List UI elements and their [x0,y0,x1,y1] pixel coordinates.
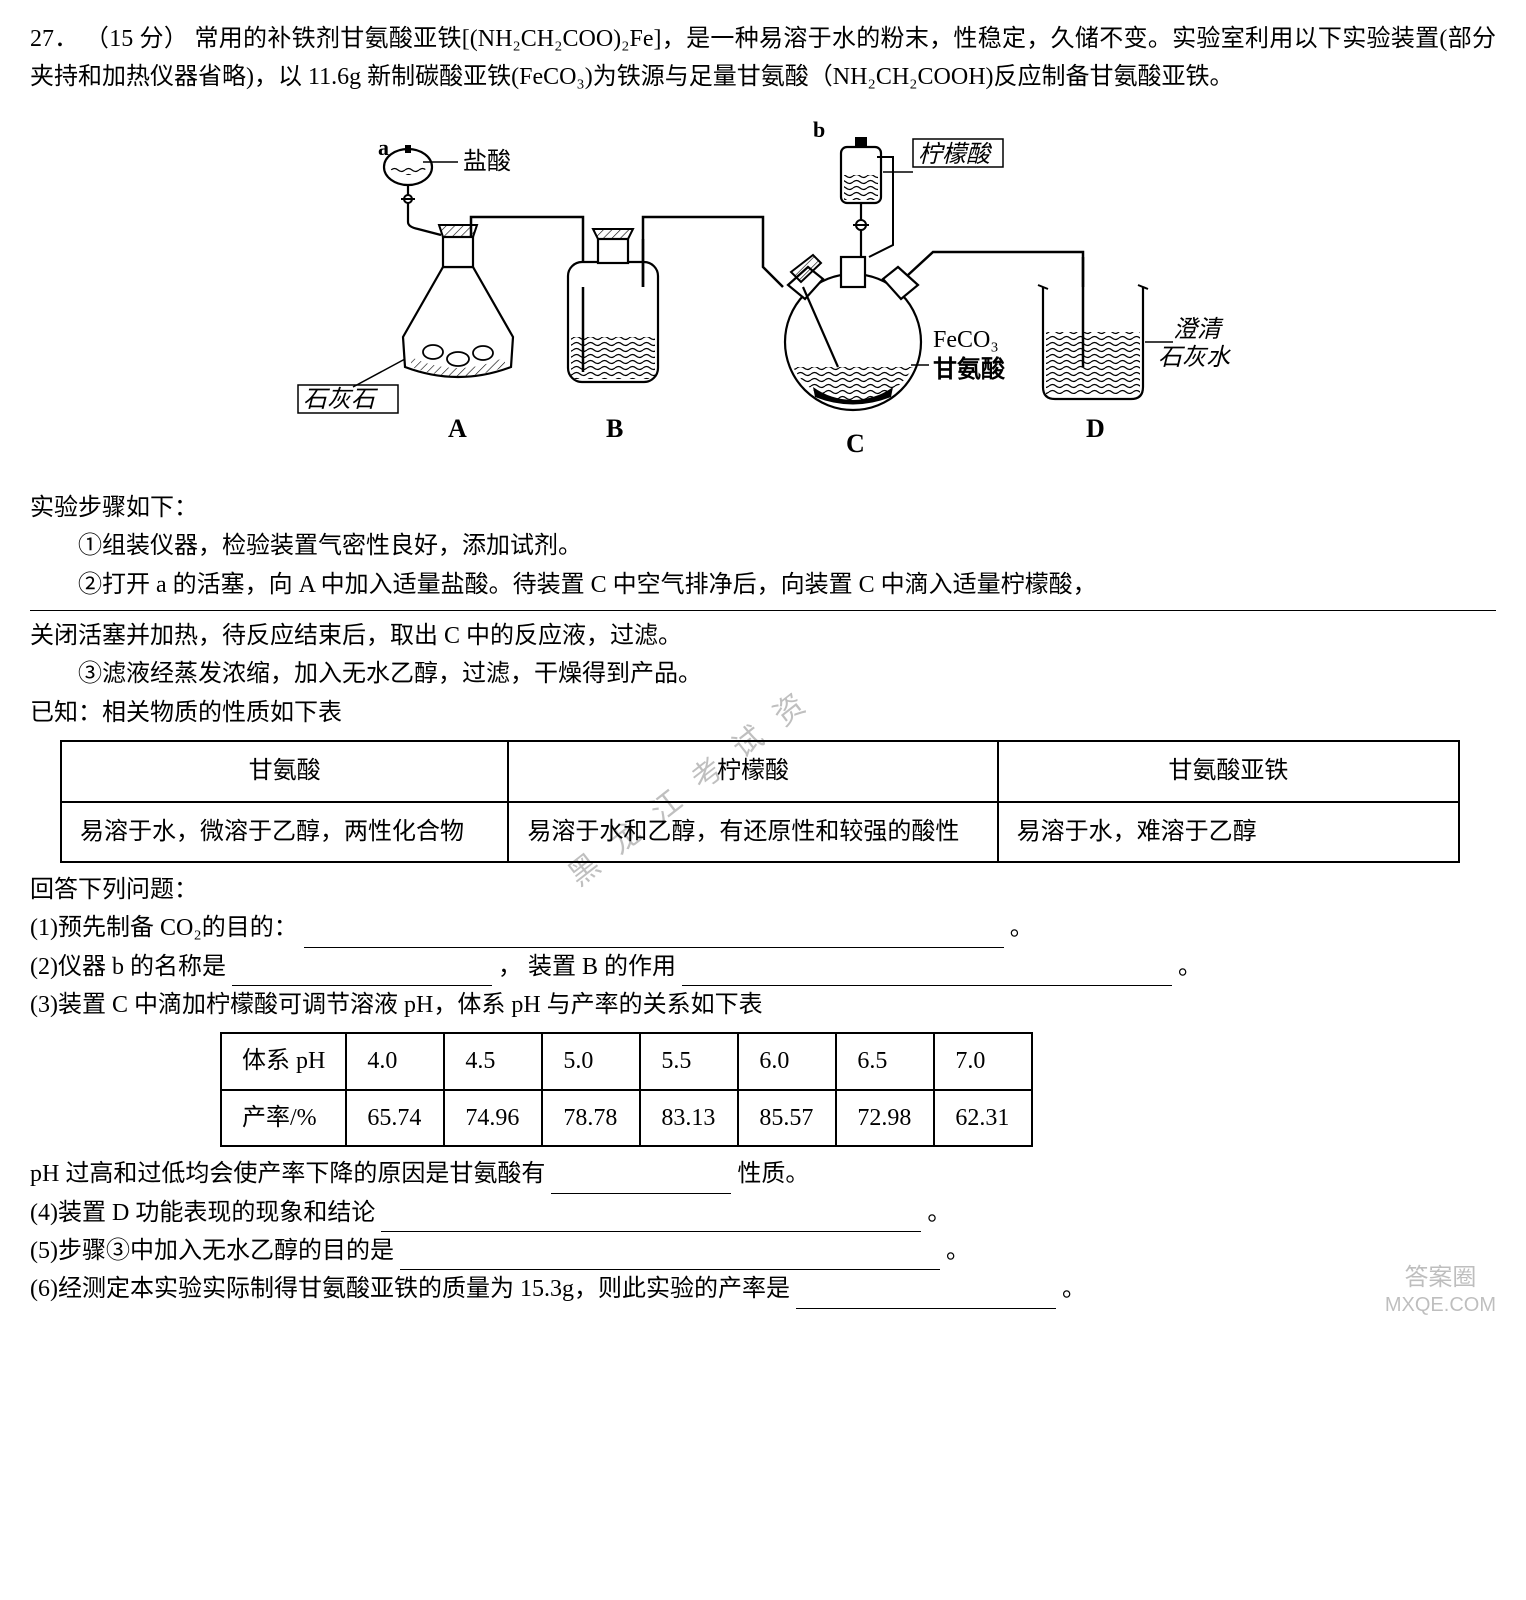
ph-r0: 产率/% [221,1090,346,1146]
q2b-text: ， 装置 B 的作用 [498,954,676,980]
ph-r1: 65.74 [346,1090,444,1146]
period: 。 [927,1200,951,1226]
q3-tail-b: 性质。 [737,1161,809,1187]
steps-title: 实验步骤如下： [30,489,1496,527]
q5-text: (5)步骤③中加入无水乙醇的目的是 [30,1238,394,1264]
q2: (2)仪器 b 的名称是 ， 装置 B 的作用 。 [30,948,1496,986]
ph-h0: 体系 pH [221,1033,346,1089]
q1: (1)预先制备 CO₂的目的： 。 [30,909,1496,947]
label-citric: 柠檬酸 [918,141,993,168]
qnum: 27． [30,26,79,52]
label-A-letter: A [448,414,467,443]
ph-r7: 62.31 [934,1090,1032,1146]
q4-text: (4)装置 D 功能表现的现象和结论 [30,1200,375,1226]
properties-table: 甘氨酸 柠檬酸 甘氨酸亚铁 易溶于水，微溶于乙醇，两性化合物 易溶于水和乙醇，有… [60,740,1460,863]
q3-tail-a: pH 过高和过低均会使产率下降的原因是甘氨酸有 [30,1161,545,1187]
q4: (4)装置 D 功能表现的现象和结论 。 [30,1194,1496,1232]
label-feco3: FeCO₃ [933,327,999,353]
label-B-letter: B [606,414,623,443]
label-a: a [378,135,389,160]
ph-h4: 5.5 [640,1033,738,1089]
label-limewater2: 石灰水 [1158,344,1231,371]
q2-blank2[interactable] [682,957,1172,986]
step-2b: 关闭活塞并加热，待反应结束后，取出 C 中的反应液，过滤。 [30,617,1496,655]
ph-h5: 6.0 [738,1033,836,1089]
td-glycine: 易溶于水，微溶于乙醇，两性化合物 [61,802,508,862]
apparatus-d: 澄清 石灰水 D [1038,257,1231,443]
th-glycine: 甘氨酸 [61,741,508,801]
ph-r4: 83.13 [640,1090,738,1146]
q4-blank[interactable] [381,1203,921,1232]
apparatus-b: B [568,217,783,443]
intro-text: 常用的补铁剂甘氨酸亚铁[(NH₂CH₂COO)₂Fe]，是一种易溶于水的粉末，性… [30,26,1496,90]
period: 。 [1178,954,1202,980]
ph-h1: 4.0 [346,1033,444,1089]
label-limewater1: 澄清 [1173,316,1224,343]
question-intro: 27． （15 分） 常用的补铁剂甘氨酸亚铁[(NH₂CH₂COO)₂Fe]，是… [30,20,1496,97]
label-glycine: 甘氨酸 [933,356,1006,383]
apparatus-a: a 盐酸 石灰石 A [298,135,583,443]
step-1: ①组装仪器，检验装置气密性良好，添加试剂。 [30,527,1496,565]
table-row: 体系 pH 4.0 4.5 5.0 5.5 6.0 6.5 7.0 [221,1033,1032,1089]
ph-r6: 72.98 [836,1090,934,1146]
apparatus-c: b 柠檬酸 FeCO₃ 甘氨酸 C [785,117,1083,458]
table-row: 产率/% 65.74 74.96 78.78 83.13 85.57 72.98… [221,1090,1032,1146]
q1-text: (1)预先制备 CO₂的目的： [30,915,298,941]
step-3: ③滤液经蒸发浓缩，加入无水乙醇，过滤，干燥得到产品。 [30,655,1496,693]
wm-bottom: MXQE.COM [1385,1293,1496,1317]
q5-blank[interactable] [400,1242,940,1271]
td-citric: 易溶于水和乙醇，有还原性和较强的酸性 [508,802,997,862]
apparatus-diagram: a 盐酸 石灰石 A B [30,107,1496,477]
q2a-text: (2)仪器 b 的名称是 [30,954,226,980]
label-hcl: 盐酸 [463,148,511,175]
ph-r5: 85.57 [738,1090,836,1146]
period: 。 [1062,1276,1086,1302]
label-limestone: 石灰石 [303,386,379,413]
table-row: 甘氨酸 柠檬酸 甘氨酸亚铁 [61,741,1459,801]
answer-title: 回答下列问题： [30,871,1496,909]
step-2a: ②打开 a 的活塞，向 A 中加入适量盐酸。待装置 C 中空气排净后，向装置 C… [30,566,1496,604]
ph-h6: 6.5 [836,1033,934,1089]
q6-text: (6)经测定本实验实际制得甘氨酸亚铁的质量为 15.3g，则此实验的产率是 [30,1276,790,1302]
td-product: 易溶于水，难溶于乙醇 [998,802,1459,862]
ph-h7: 7.0 [934,1033,1032,1089]
score: （15 分） [85,26,188,52]
q6-blank[interactable] [796,1280,1056,1309]
q2-blank1[interactable] [232,957,492,986]
wm-top: 答案圈 [1385,1264,1496,1293]
q3-tail: pH 过高和过低均会使产率下降的原因是甘氨酸有 性质。 [30,1155,1496,1193]
label-D-letter: D [1086,414,1105,443]
watermark-corner: 答案圈 MXQE.COM [1385,1264,1496,1317]
period: 。 [1010,915,1034,941]
ph-r2: 74.96 [444,1090,542,1146]
th-product: 甘氨酸亚铁 [998,741,1459,801]
q3: (3)装置 C 中滴加柠檬酸可调节溶液 pH，体系 pH 与产率的关系如下表 [30,986,1496,1024]
period: 。 [946,1238,970,1264]
q5: (5)步骤③中加入无水乙醇的目的是 。 [30,1232,1496,1270]
label-b: b [813,117,825,142]
q3-blank[interactable] [551,1165,731,1194]
q1-blank[interactable] [304,919,1004,948]
label-C-letter: C [846,429,865,458]
ph-table: 体系 pH 4.0 4.5 5.0 5.5 6.0 6.5 7.0 产率/% 6… [220,1032,1033,1147]
ph-h2: 4.5 [444,1033,542,1089]
separator-line [30,610,1496,611]
ph-h3: 5.0 [542,1033,640,1089]
table-row: 易溶于水，微溶于乙醇，两性化合物 易溶于水和乙醇，有还原性和较强的酸性 易溶于水… [61,802,1459,862]
diagram-svg: a 盐酸 石灰石 A B [293,107,1233,477]
known-title: 已知：相关物质的性质如下表 [30,694,1496,732]
th-citric: 柠檬酸 [508,741,997,801]
ph-r3: 78.78 [542,1090,640,1146]
q6: (6)经测定本实验实际制得甘氨酸亚铁的质量为 15.3g，则此实验的产率是 。 [30,1270,1496,1308]
